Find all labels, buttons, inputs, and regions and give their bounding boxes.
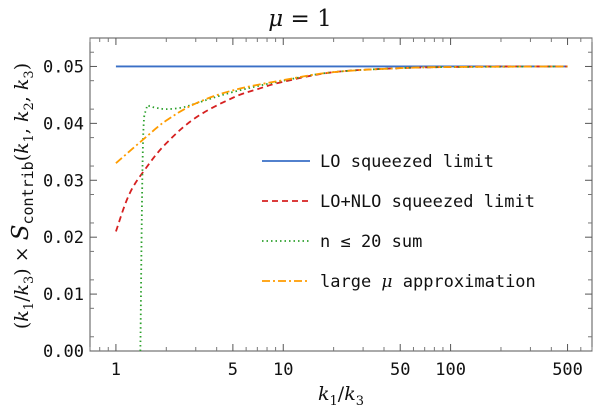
x-axis-label-text: k1/k3	[318, 383, 364, 409]
x-tick-label: 500	[552, 360, 583, 380]
legend-label-4: large μ approximation	[320, 272, 536, 292]
y-axis-label-text: (k1/k3) × Scontrib(k1, k2, k3)	[8, 63, 37, 329]
legend-label-1: LO squeezed limit	[320, 152, 494, 172]
y-axis-label: (k1/k3) × Scontrib(k1, k2, k3)	[8, 63, 37, 329]
y-tick-label: 0.00	[43, 342, 84, 362]
x-tick-label: 50	[390, 360, 410, 380]
chart-title-text: μ = 1	[268, 6, 332, 32]
y-tick-label: 0.02	[43, 228, 84, 248]
legend-label-3: n ≤ 20 sum	[320, 232, 422, 252]
series-line-4	[115, 65, 568, 164]
y-tick-label: 0.03	[43, 171, 84, 191]
axis-ticks: 1 5 10 50 100 500 0.00 0.01 0.02 0.03 0.04 0.05	[43, 38, 593, 380]
x-tick-label: 1	[111, 360, 121, 380]
x-axis-label: k1/k3	[318, 383, 364, 409]
y-tick-label: 0.01	[43, 285, 84, 305]
y-tick-label: 0.05	[43, 57, 84, 77]
legend: LO squeezed limit LO+NLO squeezed limit n …	[262, 152, 536, 292]
series-layer	[115, 65, 568, 352]
legend-label-2: LO+NLO squeezed limit	[320, 192, 535, 212]
chart-title: μ = 1	[268, 6, 332, 32]
y-tick-label: 0.04	[43, 114, 84, 134]
x-tick-label: 10	[273, 360, 293, 380]
x-tick-label: 5	[228, 360, 238, 380]
x-tick-label: 100	[435, 360, 466, 380]
